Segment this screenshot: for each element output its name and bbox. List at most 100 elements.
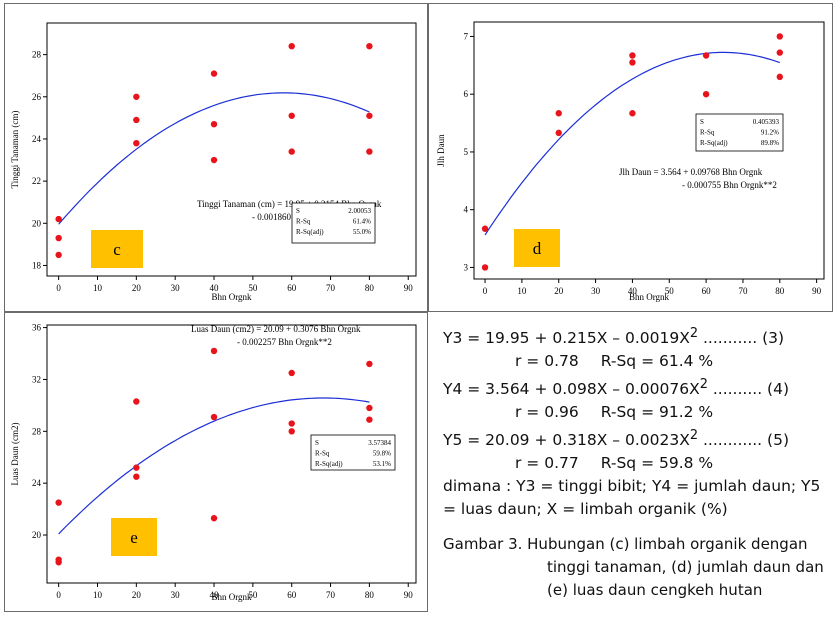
equation-y5: Y5 = 20.09 + 0.318X – 0.0023X2 .........… [443, 428, 789, 450]
stats-box [291, 202, 376, 244]
y-tick-label: 22 [32, 176, 41, 186]
regression-equation-term: - 0.002257 Bhn Orgnk**2 [237, 337, 332, 347]
y-tick-label: 26 [32, 92, 42, 102]
x-tick-label: 90 [812, 286, 822, 296]
stats-label: R-Sq(adj) [315, 460, 343, 468]
data-point [366, 112, 373, 119]
y-axis-label: Jlh Daun [436, 134, 446, 167]
x-tick-label: 80 [775, 286, 785, 296]
data-point [133, 398, 140, 405]
y-tick-label: 3 [464, 262, 469, 272]
x-axis-label: Bhn Orgnk [211, 292, 252, 302]
x-tick-label: 30 [171, 590, 181, 600]
x-tick-label: 20 [132, 590, 142, 600]
regression-equation: Tinggi Tanaman (cm) = 19.95 + 0.2154 Bhn… [197, 199, 382, 209]
x-tick-label: 90 [404, 590, 414, 600]
data-point [55, 499, 62, 506]
variable-definitions: dimana : Y3 = tinggi bibit; Y4 = jumlah … [443, 477, 821, 519]
stats-label: R-Sq [700, 129, 715, 137]
stats-value: 59.8% [373, 450, 391, 458]
x-tick-label: 40 [210, 590, 220, 600]
data-point [288, 420, 295, 427]
equation-y4: Y4 = 3.564 + 0.098X – 0.00076X2 ........… [443, 377, 790, 399]
data-point [133, 473, 140, 480]
y-axis-label: Luas Daun (cm2) [10, 423, 20, 486]
x-tick-label: 10 [93, 590, 103, 600]
chart-e: 0 10 20 30 40 50 60 70 80 90 20 24 28 32 36 Bhn Orgnk Lu… [10, 323, 417, 602]
chart-c-frame: 0 10 20 30 40 50 60 70 80 90 18 20 22 24 26 28 Bhn Orgnk… [4, 3, 428, 312]
y-tick-label: 5 [464, 147, 469, 157]
data-point [210, 514, 218, 522]
x-tick-label: 40 [628, 286, 638, 296]
stats-value: 53.1% [373, 460, 391, 468]
equation-y3: Y3 = 19.95 + 0.215X – 0.0019X2 .........… [443, 326, 785, 348]
y-tick-label: 28 [32, 426, 42, 436]
data-point [366, 42, 373, 50]
regression-equation: Jlh Daun = 3.564 + 0.09768 Bhn Orgnk [619, 167, 763, 177]
x-tick-label: 80 [365, 283, 375, 293]
data-point [133, 116, 140, 124]
data-point [629, 52, 636, 59]
stats-value: 2.00053 [348, 207, 371, 215]
x-tick-label: 70 [326, 283, 336, 293]
stats-box [695, 113, 784, 152]
x-tick-label: 0 [483, 286, 488, 296]
x-tick-label: 10 [93, 283, 103, 293]
data-point [210, 413, 218, 421]
y-tick-label: 24 [32, 134, 42, 144]
stats-box [310, 434, 396, 471]
data-point [55, 559, 62, 566]
chart-d: 0 10 20 30 40 50 60 70 80 90 3 4 5 6 7 Bhn Orgnk Jlh Dau… [436, 21, 825, 302]
stats-label: R-Sq [296, 218, 311, 226]
data-point [481, 225, 489, 232]
equations-panel: Y3 = 19.95 + 0.215X – 0.0019X2 .........… [443, 322, 833, 612]
stats-label: R-Sq [315, 450, 330, 458]
data-point [55, 251, 62, 259]
stats-y4: r = 0.96 R-Sq = 91.2 % [515, 403, 714, 422]
x-tick-label: 30 [171, 283, 181, 293]
data-point [210, 347, 218, 355]
panel-tag-box [514, 229, 560, 267]
y-axis-label: Tinggi Tanaman (cm) [10, 111, 20, 189]
y-tick-label: 32 [32, 374, 41, 384]
panel-tag-label: e [130, 528, 138, 547]
x-tick-label: 50 [665, 286, 675, 296]
data-point [776, 49, 783, 56]
y-tick-label: 20 [32, 530, 42, 540]
data-point [288, 112, 295, 119]
x-tick-label: 60 [287, 590, 297, 600]
data-point [776, 33, 783, 40]
x-tick-label: 10 [517, 286, 527, 296]
data-point [133, 93, 140, 100]
y-tick-label: 20 [32, 218, 42, 228]
stats-label: S [315, 439, 319, 447]
data-point [555, 129, 562, 137]
x-tick-label: 60 [702, 286, 712, 296]
x-tick-label: 40 [210, 283, 220, 293]
x-tick-label: 0 [56, 590, 61, 600]
y-tick-label: 28 [32, 50, 42, 60]
regression-equation-term: - 0.000755 Bhn Orgnk**2 [682, 180, 777, 190]
x-tick-label: 70 [326, 590, 336, 600]
data-point [288, 42, 295, 50]
regression-curve [58, 397, 370, 535]
stats-y5: r = 0.77 R-Sq = 59.8 % [515, 454, 714, 473]
figure-caption: Gambar 3. Hubungan (c) limbah organik de… [443, 535, 824, 600]
data-point [288, 148, 295, 155]
y-tick-label: 4 [464, 205, 469, 215]
regression-equation: Luas Daun (cm2) = 20.09 + 0.3076 Bhn Org… [191, 324, 361, 334]
data-point [288, 428, 295, 435]
y-tick-label: 18 [32, 260, 42, 270]
stats-label: S [700, 118, 704, 126]
panel-tag-box [111, 518, 157, 556]
x-axis-label: Bhn Orgnk [211, 592, 252, 602]
data-point [702, 52, 710, 59]
panel-tag-label: c [113, 240, 121, 259]
y-tick-label: 24 [32, 478, 42, 488]
x-tick-label: 0 [56, 283, 61, 293]
data-point [210, 121, 218, 128]
panel-tag-label: d [533, 239, 542, 258]
stats-label: R-Sq(adj) [700, 139, 728, 147]
data-point [210, 156, 218, 164]
x-tick-label: 60 [287, 283, 297, 293]
